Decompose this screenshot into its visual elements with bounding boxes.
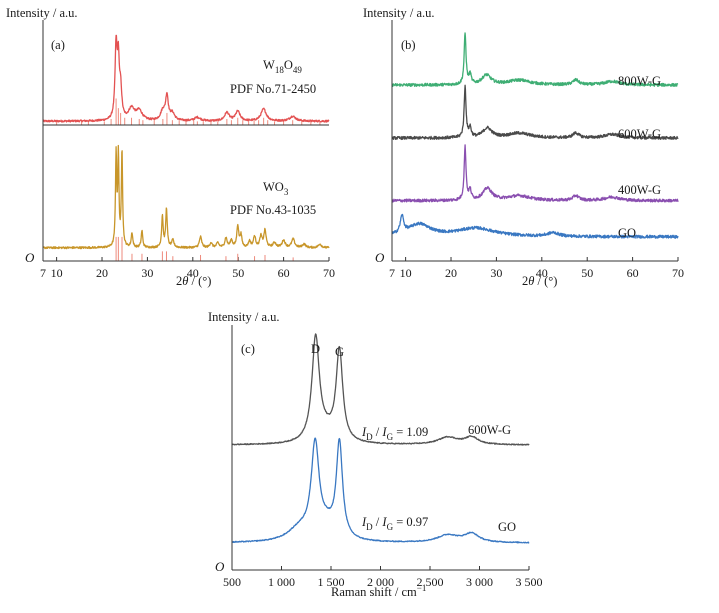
ratio-600w-g-sub-g: G bbox=[387, 432, 394, 442]
label-go-c: GO bbox=[498, 520, 516, 534]
panel-c-x-ticks: 500 1 000 1 500 2 000 2 500 3 000 3 500 bbox=[223, 566, 543, 589]
ratio-go-sub-g: G bbox=[387, 522, 394, 532]
panel-b-x-ticks: 7 10 20 30 40 50 60 70 bbox=[389, 257, 684, 280]
panel-c-xlabel: Raman shift / cm−1 bbox=[331, 583, 426, 599]
panel-b-xlabel-prefix: 2 bbox=[522, 274, 528, 288]
w18o49-label-sub1: 18 bbox=[275, 65, 285, 75]
label-600w-g-c: 600W-G bbox=[468, 423, 511, 437]
x-tick-label: 60 bbox=[278, 266, 290, 280]
ratio-go-mid: / bbox=[373, 515, 383, 529]
series-line bbox=[42, 144, 330, 250]
panel-b-ylabel: Intensity / a.u. bbox=[363, 6, 435, 20]
w18o49-label-sub2: 49 bbox=[293, 65, 303, 75]
panel-c-origin: O bbox=[215, 559, 225, 574]
ratio-600w-g: ID / IG = 1.09 bbox=[361, 425, 428, 442]
panel-a-label: (a) bbox=[51, 38, 65, 52]
panel-c-spectra bbox=[231, 333, 530, 544]
label-400w-g: 400W-G bbox=[618, 183, 661, 197]
x-tick-label: 30 bbox=[141, 266, 153, 280]
panel-a: Intensity / a.u. (a) O 7 10 20 30 40 50 60 70 W… bbox=[6, 6, 335, 288]
x-tick-label: 10 bbox=[51, 266, 63, 280]
series-line bbox=[231, 437, 530, 544]
wo3-label-main: WO bbox=[263, 180, 284, 194]
panel-a-ylabel: Intensity / a.u. bbox=[6, 6, 78, 20]
panel-a-xlabel-theta: θ bbox=[182, 274, 188, 288]
panel-b-label: (b) bbox=[401, 38, 416, 52]
x-tick-label: 3 000 bbox=[466, 575, 493, 589]
panel-b-origin: O bbox=[375, 250, 385, 265]
ratio-600w-g-mid: / bbox=[373, 425, 383, 439]
panel-b: Intensity / a.u. (b) O 7 10 20 30 40 50 60 70 8… bbox=[363, 6, 684, 288]
ratio-go-sub-d: D bbox=[366, 522, 373, 532]
panel-a-spectra bbox=[42, 34, 330, 250]
g-band-label: G bbox=[335, 345, 344, 359]
label-600w-g: 600W-G bbox=[618, 127, 661, 141]
panel-a-xlabel: 2θ / (°) bbox=[176, 274, 211, 288]
series-line bbox=[391, 144, 679, 203]
series-line bbox=[391, 213, 679, 239]
ratio-go-value: = 0.97 bbox=[393, 515, 428, 529]
panel-b-xlabel-theta: θ bbox=[528, 274, 534, 288]
x-tick-label: 7 bbox=[40, 266, 46, 280]
series-line bbox=[231, 333, 530, 446]
series-line bbox=[391, 32, 679, 87]
x-tick-label: 50 bbox=[581, 266, 593, 280]
x-tick-label: 70 bbox=[323, 266, 335, 280]
x-tick-label: 20 bbox=[445, 266, 457, 280]
x-tick-label: 7 bbox=[389, 266, 395, 280]
x-tick-label: 50 bbox=[232, 266, 244, 280]
x-tick-label: 1 000 bbox=[268, 575, 295, 589]
ratio-go-i2: I bbox=[381, 515, 387, 529]
panel-b-xlabel: 2θ / (°) bbox=[522, 274, 557, 288]
panel-c: Intensity / a.u. (c) O 500 1 000 1 500 2 00… bbox=[208, 310, 543, 599]
ratio-600w-g-value: = 1.09 bbox=[393, 425, 428, 439]
ratio-go-i: I bbox=[361, 515, 367, 529]
panel-c-xlabel-sup: −1 bbox=[417, 583, 427, 593]
panel-b-xlabel-suffix: / (°) bbox=[534, 274, 557, 288]
label-go-b: GO bbox=[618, 226, 636, 240]
panel-c-label: (c) bbox=[241, 342, 255, 356]
w18o49-ref-label: PDF No.71-2450 bbox=[230, 82, 316, 96]
w18o49-label-mid: O bbox=[284, 58, 293, 72]
ratio-go: ID / IG = 0.97 bbox=[361, 515, 428, 532]
x-tick-label: 30 bbox=[490, 266, 502, 280]
ratio-600w-g-i2: I bbox=[381, 425, 387, 439]
x-tick-label: 2 000 bbox=[367, 575, 394, 589]
panel-a-xlabel-prefix: 2 bbox=[176, 274, 182, 288]
ratio-600w-g-sub-d: D bbox=[366, 432, 373, 442]
x-tick-label: 40 bbox=[187, 266, 199, 280]
wo3-label-sub1: 3 bbox=[284, 187, 289, 197]
panel-a-xlabel-suffix: / (°) bbox=[188, 274, 211, 288]
panel-a-origin: O bbox=[25, 250, 35, 265]
ratio-600w-g-i: I bbox=[361, 425, 367, 439]
series-line bbox=[391, 84, 679, 141]
x-tick-label: 60 bbox=[627, 266, 639, 280]
x-tick-label: 3 500 bbox=[516, 575, 543, 589]
x-tick-label: 500 bbox=[223, 575, 241, 589]
label-800w-g: 800W-G bbox=[618, 74, 661, 88]
x-tick-label: 40 bbox=[536, 266, 548, 280]
panel-c-ylabel: Intensity / a.u. bbox=[208, 310, 280, 324]
d-band-label: D bbox=[311, 342, 320, 356]
series-line bbox=[42, 34, 330, 123]
x-tick-label: 1 500 bbox=[318, 575, 345, 589]
wo3-label: WO3 bbox=[263, 180, 289, 197]
w18o49-label-main: W bbox=[263, 58, 275, 72]
x-tick-label: 2 500 bbox=[417, 575, 444, 589]
w18o49-label: W18O49 bbox=[263, 58, 302, 75]
panel-c-xlabel-main: Raman shift / cm bbox=[331, 585, 417, 599]
x-tick-label: 20 bbox=[96, 266, 108, 280]
wo3-ref-label: PDF No.43-1035 bbox=[230, 203, 316, 217]
panel-b-spectra bbox=[391, 32, 679, 239]
x-tick-label: 10 bbox=[400, 266, 412, 280]
x-tick-label: 70 bbox=[672, 266, 684, 280]
